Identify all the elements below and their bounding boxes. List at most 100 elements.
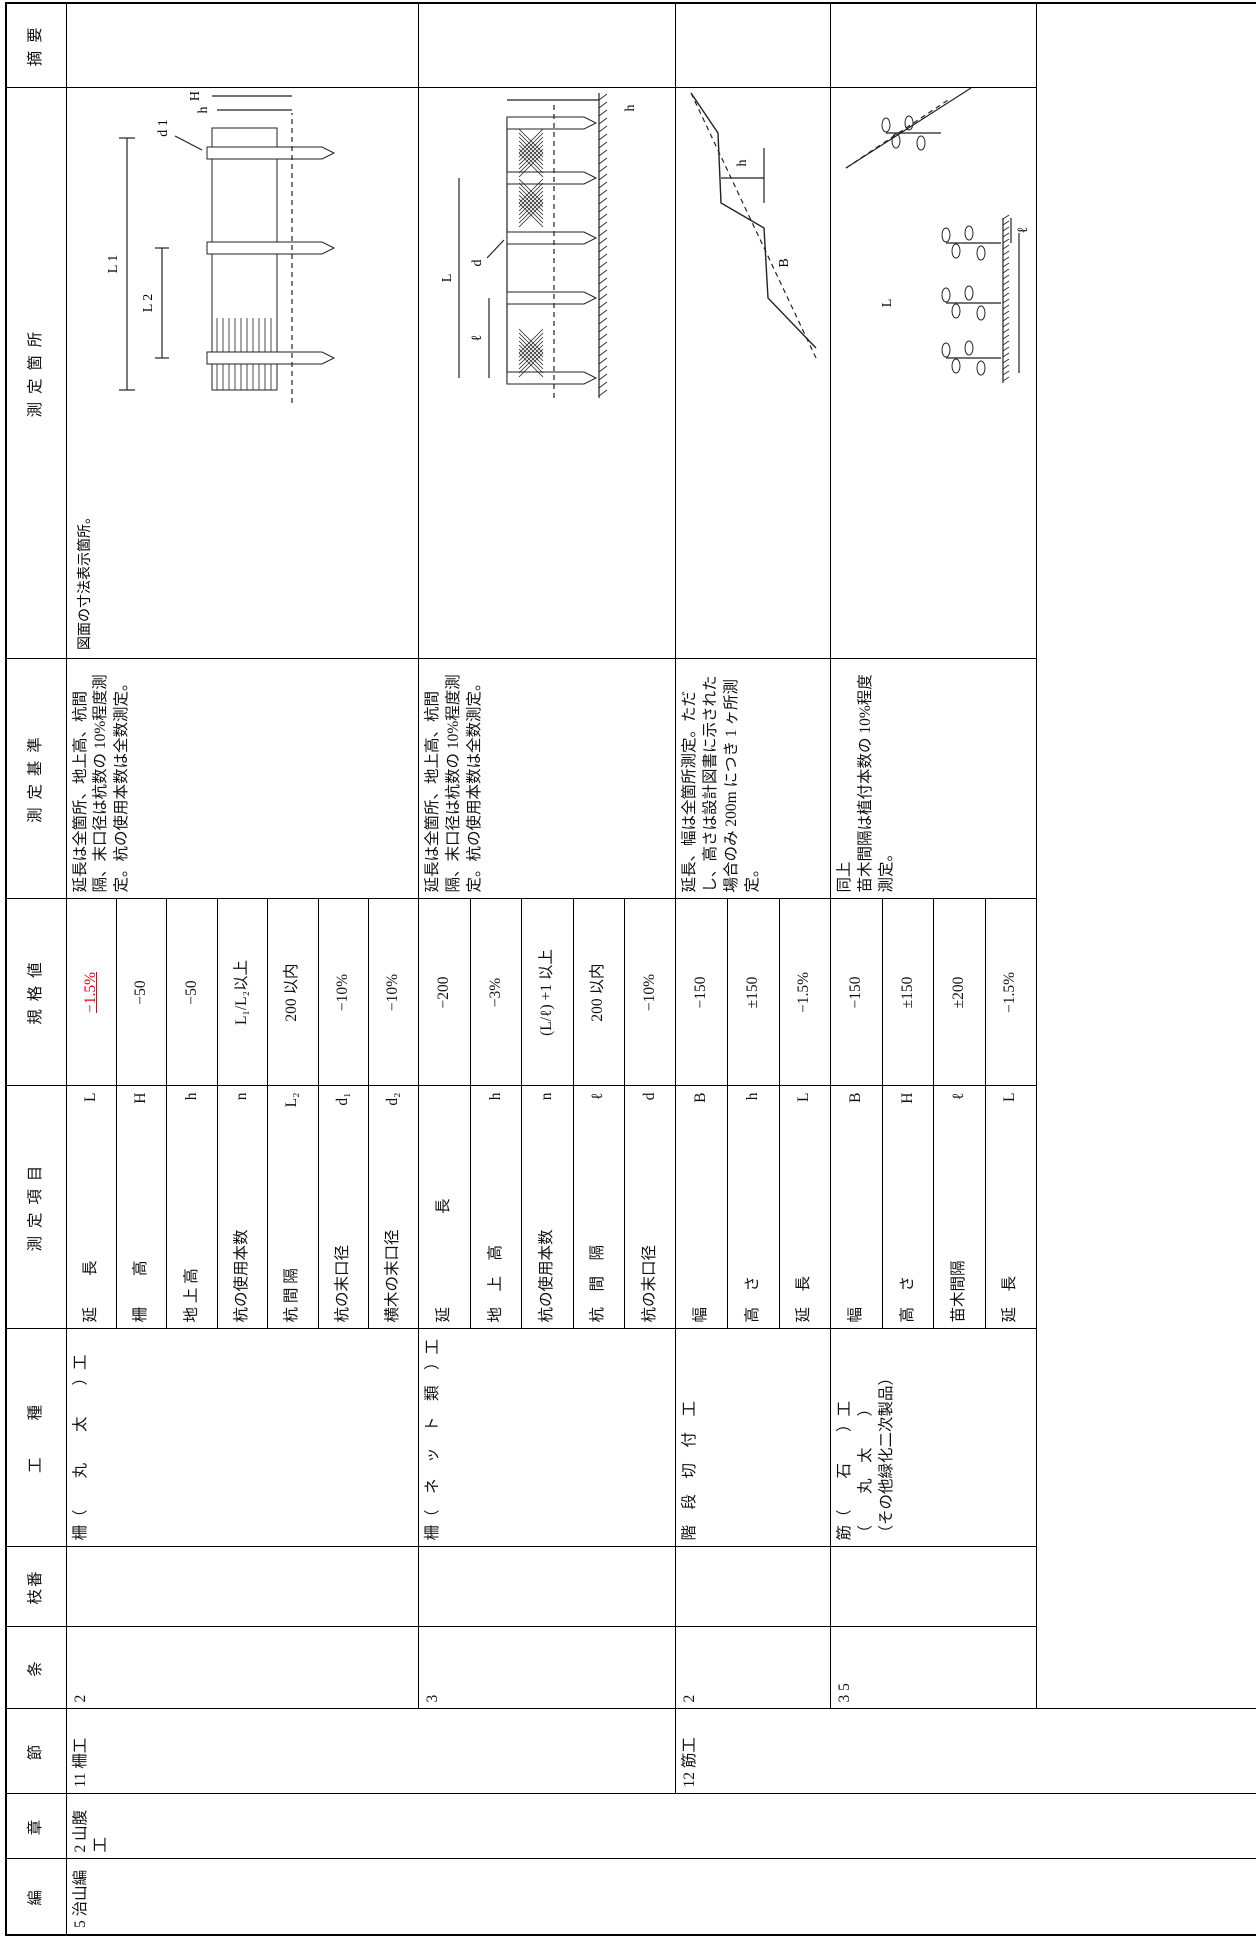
criteria-cell: 同上 苗木間隔は植付本数の 10%程度測定。 bbox=[830, 659, 1037, 899]
diagram-line bbox=[519, 179, 544, 204]
diagram-line bbox=[599, 238, 608, 245]
spec-value: −50 bbox=[166, 899, 218, 1086]
criteria-line: 延長は全箇所、地上高、杭間隔、末口径は杭数の 10%程度測定。杭の使用本数は全数… bbox=[71, 674, 131, 893]
diagram-line bbox=[690, 93, 817, 359]
diagram-line bbox=[1003, 233, 1010, 238]
item-symbol: H bbox=[898, 1092, 916, 1104]
item-inner: 横木の末口径 d₂ bbox=[383, 1093, 404, 1323]
jo-cell: 2 bbox=[66, 1627, 419, 1709]
item-name: 高 さ bbox=[743, 1275, 761, 1323]
diagram-cell: Lℓ bbox=[830, 88, 1037, 659]
koshu-cell: 柵（ 丸 太 ）工 bbox=[66, 1329, 419, 1547]
diagram-label: L bbox=[880, 299, 895, 308]
spec-value: 200 以内 bbox=[573, 899, 625, 1086]
diagram-line bbox=[519, 337, 544, 362]
leaf bbox=[951, 304, 961, 319]
koshu-cell: 階 段 切 付 工 bbox=[675, 1329, 831, 1547]
header-cell: 条 bbox=[6, 1627, 66, 1709]
item-symbol: L bbox=[81, 1092, 99, 1102]
spec-value: L₁/L₂以上 bbox=[217, 899, 268, 1086]
diagram-line bbox=[599, 166, 608, 173]
diagram-line bbox=[519, 187, 544, 212]
item-inner: 杭の使用本数 n bbox=[537, 1093, 558, 1323]
item-name: 杭 間 隔 bbox=[283, 1268, 301, 1323]
diagram-line bbox=[599, 374, 608, 381]
item-cell: 横木の末口径 d₂ bbox=[368, 1086, 419, 1329]
spec-value: −150 bbox=[675, 899, 728, 1086]
item-symbol: ℓ bbox=[589, 1092, 607, 1100]
diagram: Ld ℓ h bbox=[440, 93, 638, 399]
item-name: 延 長 bbox=[795, 1275, 813, 1323]
criteria-cell: 延長は全箇所、地上高、杭間隔、末口径は杭数の 10%程度測定。杭の使用本数は全数… bbox=[66, 659, 419, 899]
item-cell: 柵 高 H bbox=[116, 1086, 167, 1329]
stake bbox=[206, 352, 335, 365]
header-cell: 測 定 箇 所 bbox=[6, 88, 66, 659]
diagram-line bbox=[599, 198, 608, 205]
diagram-label: h bbox=[196, 107, 211, 114]
header-row: 編章節条枝番工 種測 定 項 目規 格 値測 定 基 準測 定 箇 所摘 要 bbox=[6, 3, 66, 1935]
item-name: 地 上 高 bbox=[182, 1268, 200, 1323]
item-cell: 杭 間 隔 ℓ bbox=[573, 1086, 625, 1329]
diagram-line bbox=[1003, 287, 1010, 292]
item-symbol: h bbox=[182, 1092, 200, 1101]
item-inner: 苗木間隔 ℓ bbox=[949, 1093, 970, 1323]
edaban-cell bbox=[675, 1547, 831, 1627]
diagram-line bbox=[599, 294, 608, 301]
diagram-line bbox=[519, 141, 544, 166]
leaf bbox=[976, 246, 986, 261]
item-symbol: H bbox=[132, 1092, 150, 1104]
filler-row bbox=[1036, 3, 1256, 1935]
criteria-cell: 延長、幅は全箇所測定。ただし、高さは設計図書に示された場合のみ 200m につき… bbox=[675, 659, 831, 899]
stake bbox=[206, 242, 335, 255]
spec-value: −150 bbox=[830, 899, 883, 1086]
diagram-line bbox=[1003, 311, 1010, 316]
diagram-line bbox=[519, 133, 544, 158]
diagram-line bbox=[599, 254, 608, 261]
spec-value: −10% bbox=[624, 899, 676, 1086]
header-cell: 編 bbox=[6, 1859, 66, 1935]
diagram-label: ℓ bbox=[470, 335, 485, 342]
diagram-line bbox=[599, 334, 608, 341]
spec-value: −50 bbox=[116, 899, 167, 1086]
diagram-line bbox=[599, 134, 608, 141]
leaf bbox=[881, 118, 891, 133]
item-name: 幅 bbox=[692, 1306, 710, 1323]
diagram-line bbox=[599, 142, 608, 149]
diagram-label: B bbox=[777, 259, 792, 268]
item-name: 幅 bbox=[847, 1306, 865, 1323]
remarks-cell bbox=[675, 3, 831, 88]
spec-value: −10% bbox=[318, 899, 369, 1086]
item-cell: 杭の使用本数 n bbox=[217, 1086, 268, 1329]
diagram-line bbox=[599, 278, 608, 285]
diagram-line bbox=[1003, 239, 1010, 244]
item-name: 苗木間隔 bbox=[949, 1260, 967, 1323]
item-inner: 地 上 高 h bbox=[486, 1093, 507, 1323]
diagram-label: h bbox=[735, 160, 750, 167]
leaf bbox=[964, 226, 974, 241]
remarks-cell bbox=[418, 3, 676, 88]
item-inner: 杭の使用本数 n bbox=[232, 1093, 253, 1323]
item-inner: 延 長 bbox=[434, 1093, 455, 1323]
spec-value: −1.5% bbox=[66, 899, 117, 1086]
diagram-line bbox=[599, 174, 608, 181]
item-cell: 杭の使用本数 n bbox=[521, 1086, 574, 1329]
diagram-line bbox=[1003, 257, 1010, 262]
leaf bbox=[976, 306, 986, 321]
diagram-line bbox=[599, 342, 608, 349]
item-name: 延 長 bbox=[435, 1198, 453, 1323]
diagram-line bbox=[519, 137, 544, 162]
spec-value: ±150 bbox=[727, 899, 780, 1086]
spec-value: ±200 bbox=[933, 899, 986, 1086]
item-inner: 杭 間 隔 L₂ bbox=[282, 1093, 303, 1323]
stake bbox=[506, 232, 598, 245]
diagram-line bbox=[1003, 305, 1010, 310]
item-cell: 地 上 高 h bbox=[470, 1086, 522, 1329]
item-name: 延 長 bbox=[1001, 1275, 1019, 1323]
